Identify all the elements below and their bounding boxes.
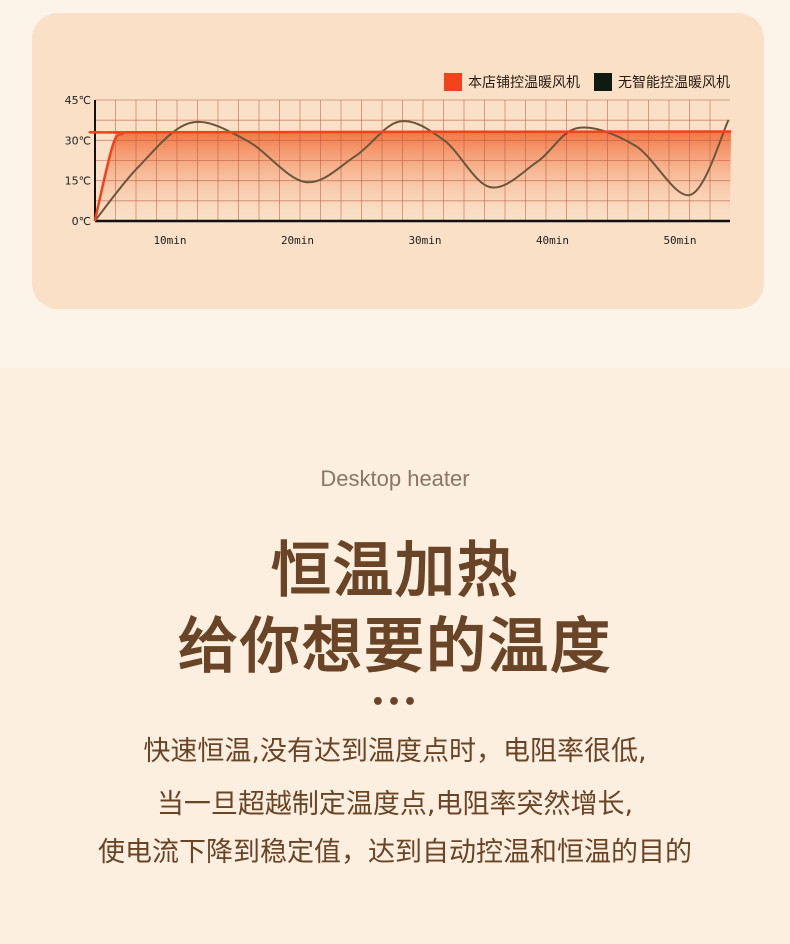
y-tick-label: 15℃ [65,175,91,188]
body-line-2: 当一旦超越制定温度点,电阻率突然增长, [156,789,634,820]
dots-divider: ••• [370,690,420,715]
headline-line-1: 恒温加热 [271,536,519,606]
temperature-chart: 0℃ 15℃ 30℃ 45℃ 10min 20min 30min 40min 50min [65,94,732,247]
series-area-smart [89,131,731,221]
subtitle: Desktop heater [320,466,470,491]
x-tick-label: 30min [408,234,441,247]
y-tick-label: 0℃ [72,215,91,228]
body-line-3: 使电流下降到稳定值，达到自动控温和恒温的目的 [98,837,692,868]
series-line-plain [93,119,730,222]
x-tick-label: 40min [536,234,569,247]
series-line-smart [88,130,732,222]
y-tick-label: 45℃ [65,94,91,107]
y-tick-label: 30℃ [65,134,91,147]
x-tick-label: 50min [663,234,696,247]
legend-swatch-smart [444,73,462,91]
x-tick-label: 10min [153,234,186,247]
body-line-1: 快速恒温,没有达到温度点时，电阻率很低, [143,736,647,767]
legend-label-plain: 无智能控温暖风机 [618,75,730,91]
legend-label-smart: 本店铺控温暖风机 [468,75,580,91]
x-tick-label: 20min [281,234,314,247]
headline-line-2: 给你想要的温度 [178,612,612,682]
chart-legend: 本店铺控温暖风机 无智能控温暖风机 [444,72,730,92]
legend-swatch-plain [594,73,612,91]
